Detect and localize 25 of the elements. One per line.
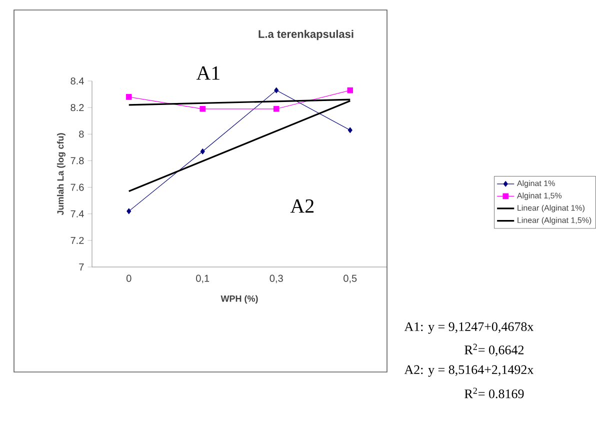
text: R$^{2}$= 0,6642	[464, 344, 524, 356]
y-tick-label: 8.4	[70, 77, 84, 85]
text: A1	[196, 66, 220, 80]
text: A1: y = 9,1247+0,4678x	[404, 322, 534, 334]
legend-label: Alginat 1,5%	[516, 192, 562, 200]
x-tick-label: 0,5	[344, 274, 357, 284]
x-tick-label: 0	[126, 274, 132, 282]
y-tick-label: 8.2	[70, 104, 84, 112]
y-tick-label: 8	[79, 130, 84, 138]
y-axis-title: Jumlah La (log cfu)	[57, 133, 66, 216]
x-axis-title: WPH (%)	[220, 295, 258, 304]
text: R$^{2}$= 0.8169	[464, 388, 524, 398]
y-tick-label: 7.4	[70, 210, 84, 218]
y-tick-label: 7.8	[70, 157, 84, 164]
y-tick-label: 7.2	[70, 236, 84, 244]
text: A2: y = 8,5164+2,1492x	[404, 365, 534, 377]
x-tick-label: 0,1	[196, 274, 210, 284]
y-tick-label: 7.6	[70, 184, 84, 191]
chart-title: L.a terenkapsulasi	[258, 30, 354, 40]
y-tick-label: 7	[79, 264, 84, 270]
legend-label: Linear (Alginat 1,5%)	[518, 217, 592, 225]
legend-label: Alginat 1%	[516, 180, 555, 188]
legend-label: Linear (Alginat 1%)	[518, 204, 584, 212]
annotation: A2	[290, 199, 314, 213]
x-tick-label: 0,3	[270, 274, 283, 284]
